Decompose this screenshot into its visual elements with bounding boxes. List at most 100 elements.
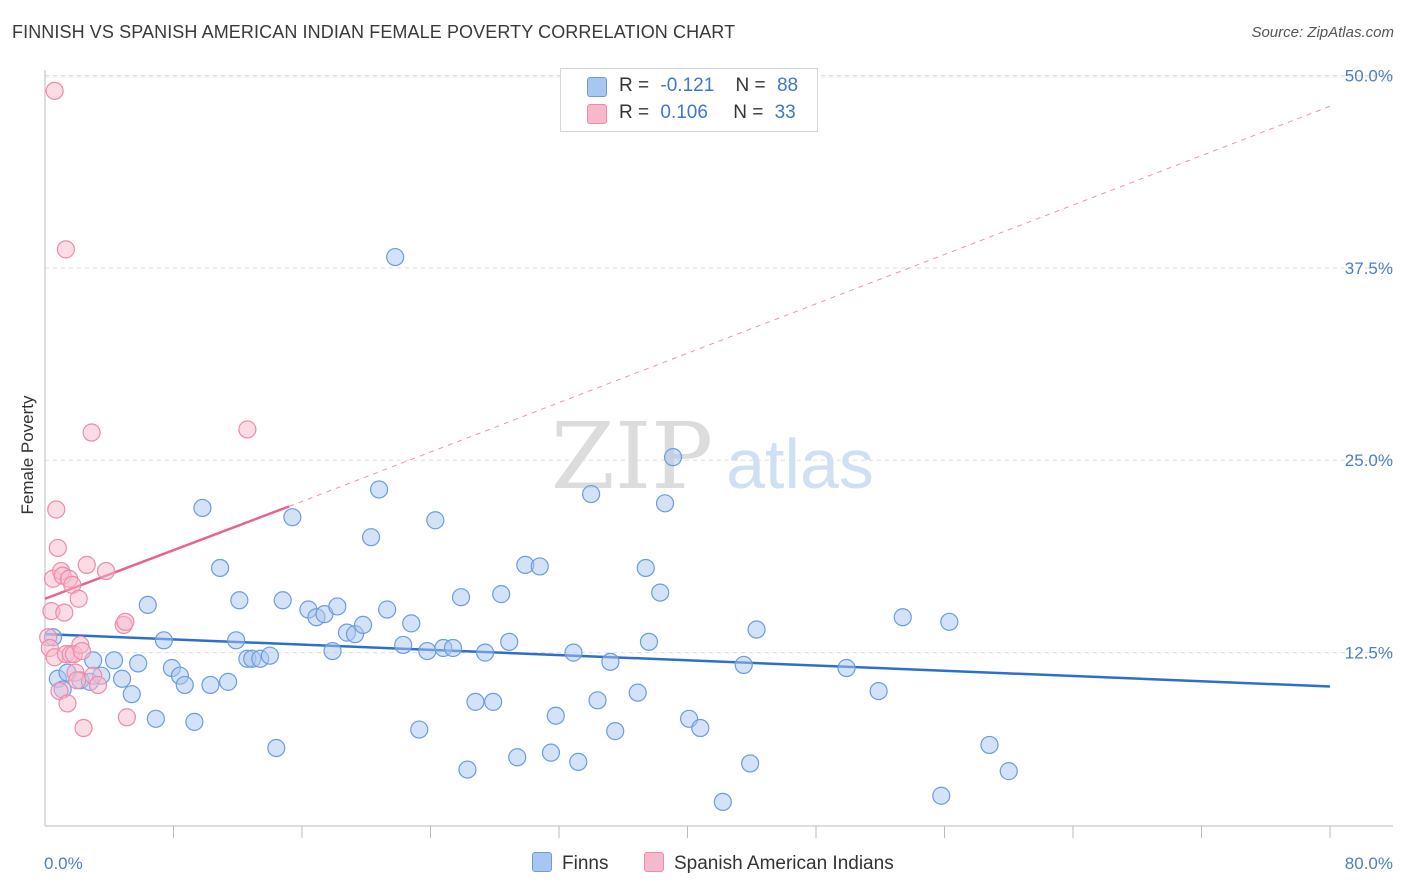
y-tick-label: 50.0% bbox=[1345, 66, 1393, 85]
legend-n-value: 88 bbox=[776, 75, 799, 96]
finns-trend-line bbox=[44, 632, 1331, 688]
finns-point bbox=[628, 683, 647, 702]
bottom-legend-swatch-spanish-american-indians bbox=[644, 852, 664, 872]
watermark-atlas: atlas bbox=[726, 425, 874, 503]
finns-point bbox=[394, 635, 413, 655]
finns-point bbox=[201, 675, 220, 695]
finns-point bbox=[146, 709, 165, 728]
spanish-american-indians-point bbox=[72, 641, 92, 661]
finns-point bbox=[588, 691, 607, 710]
y-axis-title: Female Poverty bbox=[18, 395, 37, 515]
finns-point bbox=[210, 558, 230, 578]
y-tick-label: 12.5% bbox=[1345, 644, 1393, 663]
finns-point bbox=[940, 612, 959, 631]
finns-point bbox=[932, 786, 951, 805]
finns-point bbox=[500, 632, 519, 651]
spanish-american-indians-point bbox=[88, 675, 108, 695]
finns-point bbox=[227, 631, 246, 650]
finns-point bbox=[741, 754, 760, 773]
finns-point bbox=[361, 528, 381, 547]
stats-legend: R = -0.121 N = 88 R = 0.106 N = 33 bbox=[560, 68, 818, 132]
finns-point bbox=[541, 743, 561, 762]
finns-point bbox=[267, 738, 286, 758]
finns-point bbox=[999, 762, 1018, 781]
finns-point bbox=[353, 615, 373, 635]
grid-lines bbox=[45, 74, 1393, 654]
finns-point bbox=[260, 646, 279, 665]
trend-lines bbox=[44, 105, 1331, 688]
finns-point bbox=[466, 692, 485, 711]
finns-point bbox=[747, 620, 766, 639]
bottom-legend-label-finns: Finns bbox=[562, 853, 609, 874]
axes bbox=[44, 70, 1393, 838]
finns-point bbox=[426, 511, 445, 530]
legend-n-value: 33 bbox=[774, 102, 796, 123]
finns-point bbox=[328, 597, 347, 616]
spanish-american-indians-point bbox=[77, 555, 96, 574]
finns-point bbox=[734, 655, 753, 675]
legend-r-label: R = bbox=[619, 75, 650, 96]
legend-n-label: N = bbox=[735, 75, 766, 96]
legend-r-value: -0.121 bbox=[660, 75, 715, 96]
finns-point bbox=[410, 720, 429, 739]
tick-labels: 12.5% 25.0% 37.5% 50.0% 0.0% 80.0% bbox=[44, 66, 1393, 873]
finns-point bbox=[492, 585, 511, 604]
finns-point bbox=[606, 722, 625, 741]
finns-point bbox=[484, 692, 503, 711]
finns-point bbox=[569, 752, 588, 771]
spanish-american-indians-point bbox=[45, 81, 64, 100]
finns-point bbox=[386, 247, 405, 267]
finns-point bbox=[663, 448, 683, 467]
finns-point bbox=[458, 760, 477, 779]
y-tick-label: 25.0% bbox=[1345, 451, 1393, 470]
finns-point bbox=[582, 484, 601, 504]
finns-point bbox=[713, 792, 732, 812]
bottom-legend-finns[interactable]: Finns bbox=[532, 852, 608, 875]
spanish-american-indians-point bbox=[55, 603, 74, 622]
finns-point bbox=[476, 643, 495, 662]
finns-point bbox=[129, 654, 148, 673]
finns-point bbox=[323, 641, 342, 661]
spanish-american-indians-point bbox=[238, 420, 257, 439]
bottom-legend-swatch-finns bbox=[532, 852, 552, 872]
spanish-american-indians-point bbox=[58, 694, 77, 713]
bottom-legend-label-spanish-american-indians: Spanish American Indians bbox=[674, 853, 894, 874]
finns-point bbox=[378, 600, 397, 619]
finns-point bbox=[651, 583, 670, 602]
finns-point bbox=[219, 672, 238, 691]
spanish-american-indians-point bbox=[116, 612, 135, 631]
finns-point bbox=[869, 681, 888, 701]
finns-point bbox=[175, 675, 194, 695]
x-tick-label: 0.0% bbox=[44, 854, 83, 873]
spanish-american-indians-trend-line bbox=[44, 505, 290, 600]
finns-point bbox=[370, 480, 389, 499]
finns-point bbox=[837, 658, 856, 678]
spanish-american-indians-point bbox=[117, 708, 137, 727]
finns-point bbox=[402, 614, 421, 633]
finns-point bbox=[443, 638, 463, 658]
spanish-american-indians-point bbox=[68, 671, 87, 690]
watermark: ZIP atlas bbox=[551, 403, 874, 510]
finns-point bbox=[112, 669, 132, 688]
legend-swatch-finns bbox=[587, 77, 607, 97]
chart-title: FINNISH VS SPANISH AMERICAN INDIAN FEMAL… bbox=[12, 22, 736, 42]
x-tick-label: 80.0% bbox=[1345, 854, 1393, 873]
finns-point bbox=[564, 643, 583, 662]
bottom-legend-spanish-american-indians[interactable]: Spanish American Indians bbox=[644, 852, 894, 875]
legend-r-label: R = bbox=[619, 102, 650, 123]
finns-point bbox=[104, 651, 124, 670]
finns-point bbox=[980, 735, 999, 755]
finns-point bbox=[601, 652, 620, 671]
finns-point bbox=[639, 632, 659, 651]
spanish-american-indians-point bbox=[82, 423, 101, 442]
finns-point bbox=[185, 712, 204, 731]
finns-point bbox=[193, 498, 212, 518]
finns-point bbox=[283, 508, 302, 527]
legend-swatch-spanish-american-indians bbox=[587, 104, 607, 124]
finns-point bbox=[418, 641, 437, 661]
spanish-american-indians-point bbox=[48, 538, 67, 558]
spanish-american-indians-point bbox=[47, 500, 66, 519]
finns-point bbox=[691, 718, 710, 738]
finns-point bbox=[154, 631, 173, 650]
spanish-american-indians-point bbox=[74, 718, 93, 738]
